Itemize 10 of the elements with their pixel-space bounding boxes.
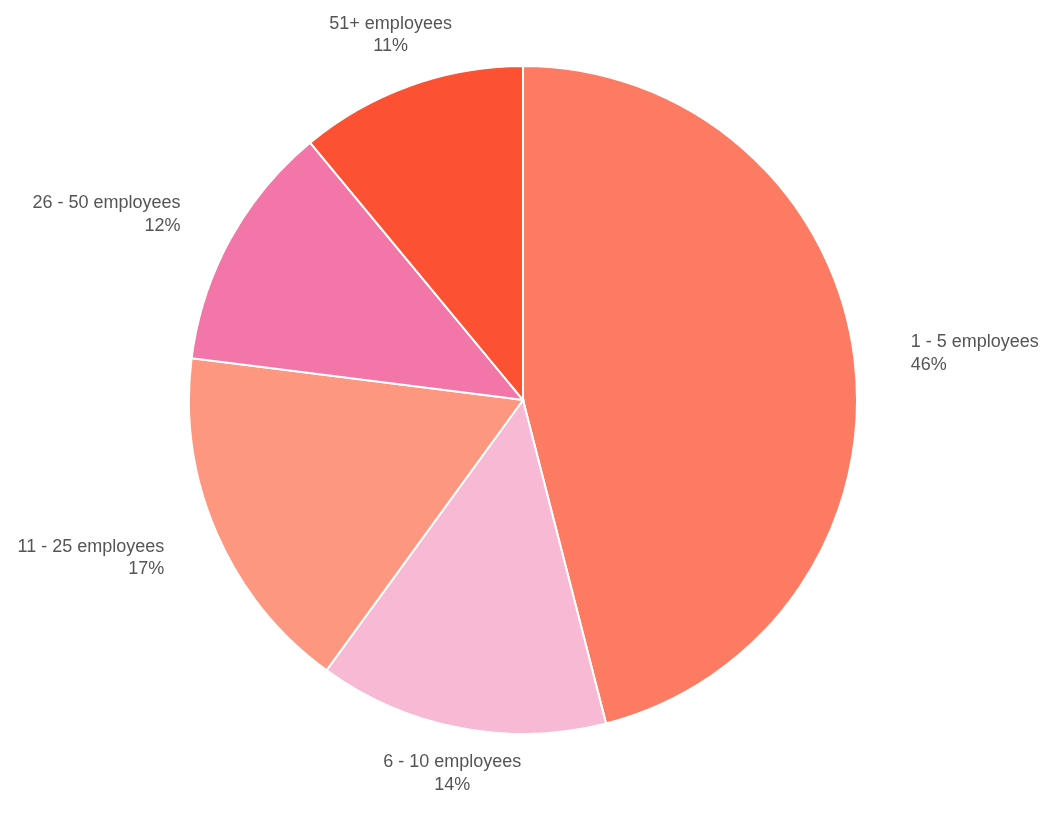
slice-label: 11 - 25 employees [17,535,165,556]
data-label: 12% [144,214,181,235]
data-label: 11% [373,35,408,56]
data-label: 46% [910,353,947,374]
slice-label: 1 - 5 employees [910,331,1039,352]
data-label: 17% [128,558,165,579]
slice-label: 51+ employees [329,12,452,33]
data-label: 14% [434,773,471,794]
slice-label: 26 - 50 employees [32,192,181,213]
slice-label: 6 - 10 employees [383,751,522,772]
